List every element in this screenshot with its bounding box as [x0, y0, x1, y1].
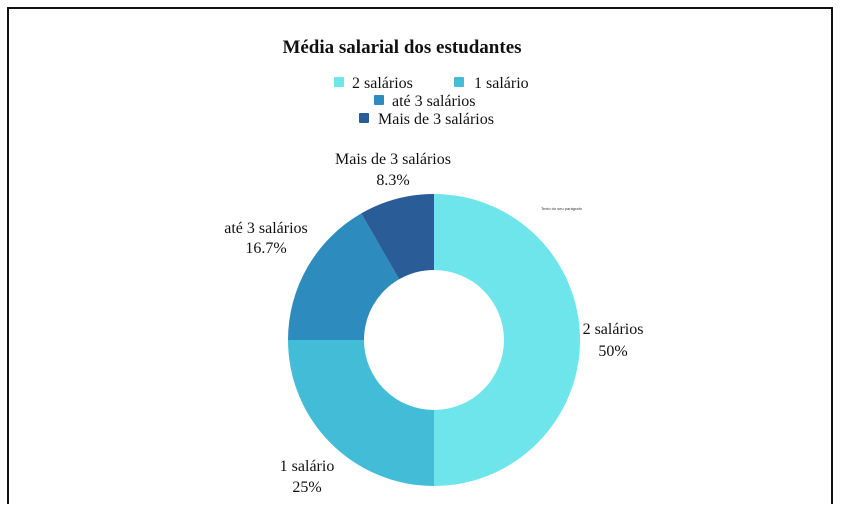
- donut-slices: [288, 194, 580, 486]
- legend-swatch-1-salario: [454, 77, 464, 87]
- legend-item-2-salarios: 2 salários: [334, 75, 413, 92]
- legend-item-mais-de-3-salarios: Mais de 3 salários: [359, 111, 494, 128]
- legend-label-ate-3-salarios: até 3 salários: [392, 93, 476, 110]
- legend-item-ate-3-salarios: até 3 salários: [374, 93, 476, 110]
- legend-swatch-ate-3-salarios: [374, 95, 384, 105]
- paragraph-placeholder-text: Texto do seu parágrafo: [541, 206, 583, 211]
- slice-mais-de-3-salarios: [361, 194, 434, 280]
- slice-label-2-salarios: 2 salários: [583, 321, 644, 338]
- slice-label-ate-3-salarios: até 3 salários: [224, 220, 308, 237]
- legend-label-1-salario: 1 salário: [474, 75, 529, 92]
- slice-percent-mais-de-3-salarios: 8.3%: [376, 172, 409, 189]
- legend-label-2-salarios: 2 salários: [352, 75, 413, 92]
- slice-1-salario: [288, 340, 434, 486]
- slice-label-1-salario: 1 salário: [280, 458, 335, 475]
- slice-percent-1-salario: 25%: [292, 479, 321, 496]
- chart-title: Média salarial dos estudantes: [282, 37, 521, 58]
- slice-2-salarios: [434, 194, 580, 486]
- legend-item-1-salario: 1 salário: [454, 75, 529, 92]
- legend-swatch-2-salarios: [334, 77, 344, 87]
- legend-label-mais-de-3-salarios: Mais de 3 salários: [378, 111, 494, 128]
- slice-percent-ate-3-salarios: 16.7%: [245, 240, 286, 257]
- slice-percent-2-salarios: 50%: [598, 343, 627, 360]
- slice-label-mais-de-3-salarios: Mais de 3 salários: [335, 151, 451, 168]
- legend-swatch-mais-de-3-salarios: [359, 113, 369, 123]
- slice-labels: 2 salários 50% 1 salário 25% até 3 salár…: [224, 151, 643, 496]
- legend: 2 salários 1 salário até 3 salários Mais…: [334, 75, 529, 128]
- slice-ate-3-salarios: [288, 213, 400, 340]
